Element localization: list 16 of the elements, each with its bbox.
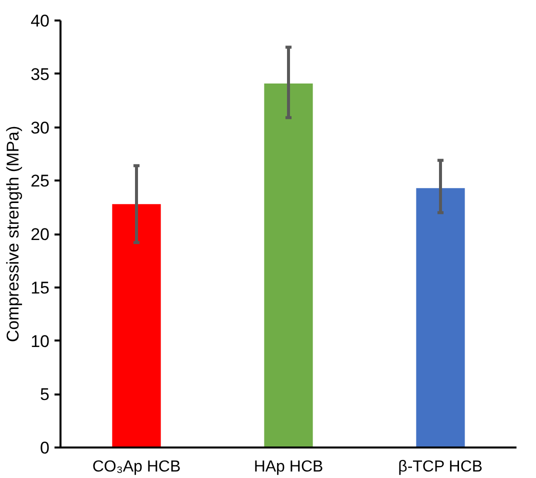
bar: [264, 83, 313, 448]
bar: [416, 188, 465, 448]
y-tick-label: 10: [30, 332, 50, 351]
y-tick-label: 25: [30, 172, 50, 191]
x-tick-label: β-TCP HCB: [398, 458, 483, 476]
y-tick-label: 0: [40, 438, 50, 458]
x-tick-label: CO₃Ap HCB: [92, 458, 181, 476]
y-tick-label: 5: [40, 385, 50, 404]
y-tick-label: 35: [30, 64, 50, 84]
y-tick-label: 20: [30, 225, 50, 244]
y-tick-label: 30: [30, 118, 50, 138]
y-tick-label: 15: [30, 278, 50, 298]
y-axis-title: Compressive strength (MPa): [4, 126, 23, 342]
x-tick-label: HAp HCB: [254, 458, 324, 476]
bar: [112, 204, 161, 448]
y-tick-label: 40: [30, 12, 50, 30]
